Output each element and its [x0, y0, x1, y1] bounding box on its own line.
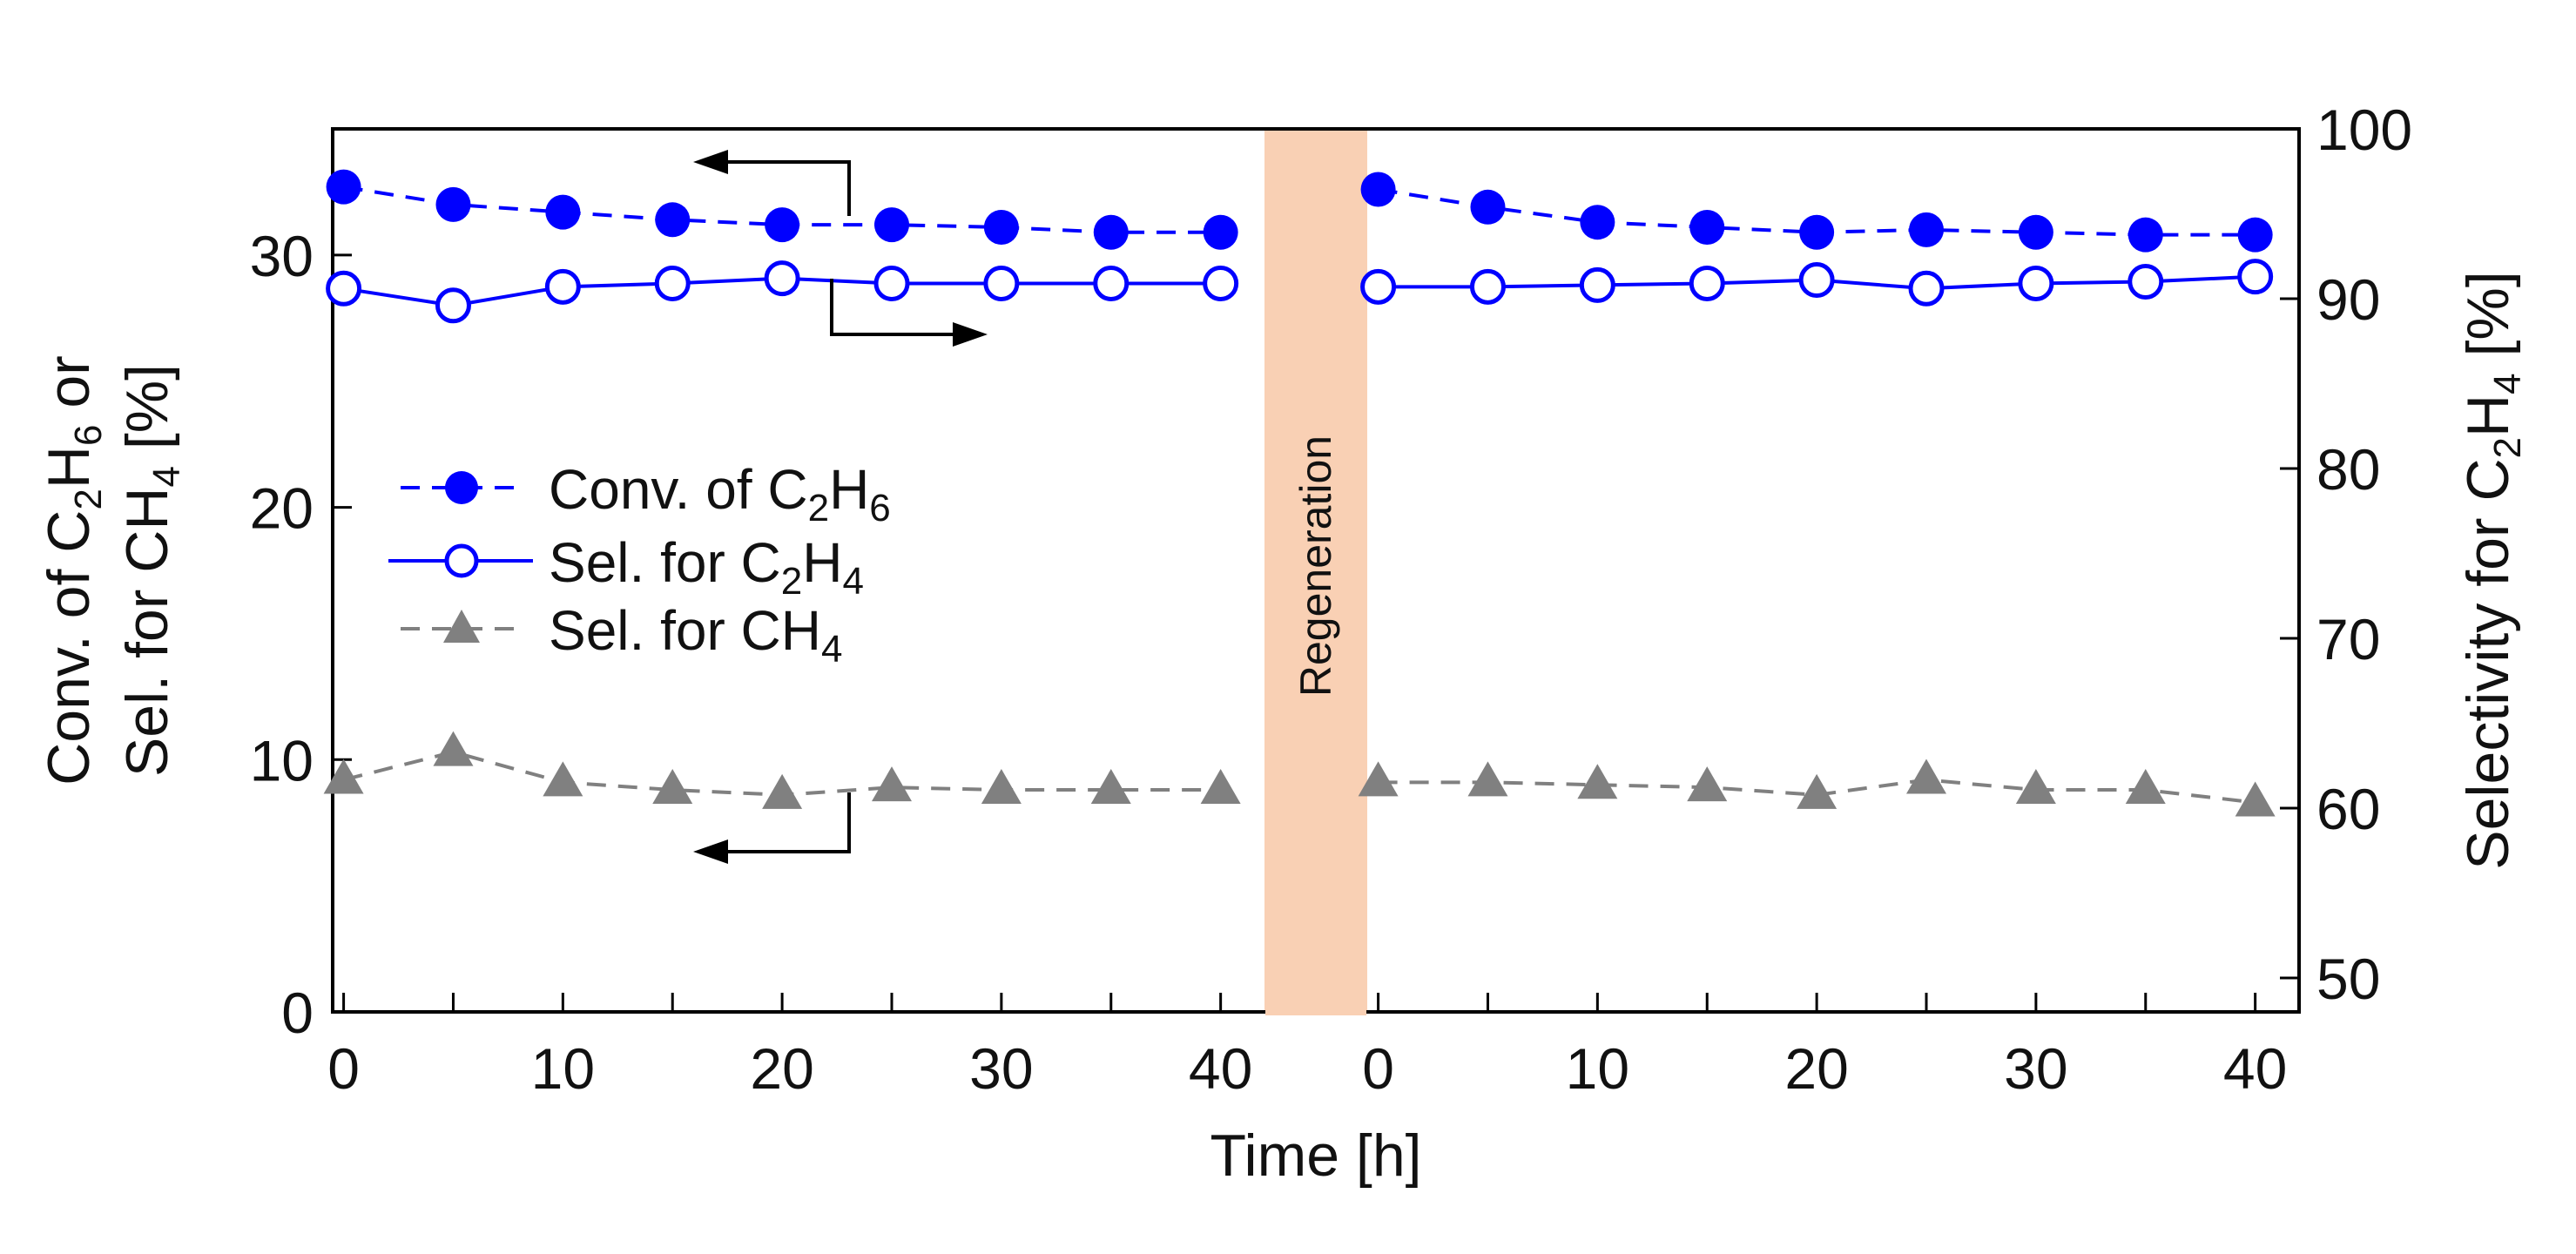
- data-point-conv-of-c2h6: [1909, 212, 1944, 247]
- data-point-conv-of-c2h6: [2018, 214, 2053, 250]
- x-tick-label: 40: [1189, 1036, 1252, 1101]
- legend-label-selectivity-ch4: Sel. for CH4: [549, 599, 842, 671]
- regeneration-band: [1264, 129, 1367, 1012]
- data-point-conv-of-c2h6: [874, 207, 909, 243]
- legend-item-selectivity-c2h4: Sel. for C2H4: [388, 531, 864, 603]
- x-tick-label: 40: [2223, 1036, 2287, 1101]
- data-point-sel-for-c2h4: [544, 268, 581, 305]
- data-point-sel-for-c2h4: [1203, 265, 1239, 301]
- data-point-sel-for-c2h4: [1908, 270, 1945, 307]
- data-point-sel-for-ch4: [323, 758, 364, 794]
- data-point-sel-for-ch4: [543, 761, 583, 797]
- legend-marker-triangle: [443, 610, 480, 643]
- data-point-sel-for-c2h4: [2128, 264, 2164, 300]
- x-tick-label: 30: [2004, 1036, 2067, 1101]
- data-point-sel-for-c2h4: [1579, 266, 1615, 303]
- ticks: 0 10 20 30 40 0 10 20 30 40 0 10 20 30 50 60 70 80 90 100: [250, 98, 2413, 1101]
- data-point-sel-for-ch4: [1358, 761, 1399, 797]
- data-point-sel-for-c2h4: [2018, 265, 2054, 301]
- data-point-sel-for-ch4: [1200, 769, 1241, 805]
- x-tick-label: 20: [1784, 1036, 1848, 1101]
- right-y-tick-label: 60: [2316, 777, 2380, 841]
- data-point-sel-for-c2h4: [1798, 262, 1835, 299]
- data-point-conv-of-c2h6: [1470, 189, 1506, 225]
- data-point-sel-for-c2h4: [326, 270, 362, 307]
- series-line-sel-for-ch4: [1378, 778, 2256, 805]
- x-tick-label: 10: [1566, 1036, 1629, 1101]
- right-y-tick-label: 80: [2316, 437, 2380, 502]
- regeneration-label: Regeneration: [1291, 435, 1340, 697]
- data-point-sel-for-ch4: [872, 766, 912, 802]
- legend-item-conversion-c2h6: Conv. of C2H6: [401, 458, 891, 529]
- data-point-sel-for-ch4: [762, 773, 803, 809]
- data-point-conv-of-c2h6: [655, 202, 691, 238]
- data-point-conv-of-c2h6: [1093, 214, 1129, 250]
- data-point-sel-for-c2h4: [1689, 265, 1725, 301]
- data-point-sel-for-c2h4: [654, 265, 691, 301]
- arrow-sel-c2h4-to-right-axis: [830, 279, 988, 347]
- data-point-conv-of-c2h6: [1580, 205, 1615, 240]
- data-point-sel-for-c2h4: [435, 287, 471, 324]
- legend-label-conversion-c2h6: Conv. of C2H6: [549, 458, 891, 529]
- legend-label-selectivity-c2h4: Sel. for C2H4: [549, 531, 864, 603]
- data-point-sel-for-c2h4: [983, 265, 1020, 301]
- data-point-sel-for-c2h4: [873, 265, 910, 301]
- arrow-conversion-to-left-axis: [693, 150, 851, 216]
- data-point-sel-for-c2h4: [1469, 268, 1506, 305]
- left-axis-title: Conv. of C2H6 or Sel. for CH4 [%]: [36, 355, 188, 785]
- data-point-sel-for-ch4: [652, 769, 693, 805]
- data-point-sel-for-ch4: [981, 769, 1022, 805]
- data-point-sel-for-c2h4: [764, 260, 800, 297]
- arrow-sel-ch4-to-left-axis: [693, 792, 851, 864]
- data-point-sel-for-ch4: [1090, 769, 1131, 805]
- regeneration-gap-mask: [1265, 1001, 1366, 1015]
- data-point-conv-of-c2h6: [435, 186, 471, 222]
- data-point-sel-for-ch4: [2125, 769, 2166, 805]
- x-tick-label: 20: [750, 1036, 813, 1101]
- data-point-sel-for-ch4: [2015, 769, 2056, 805]
- legend: Conv. of C2H6 Sel. for C2H4 Sel. for CH4: [388, 458, 891, 671]
- left-axis-title-line2: Sel. for CH4 [%]: [114, 364, 188, 777]
- data-point-conv-of-c2h6: [2128, 217, 2163, 253]
- right-y-tick-label: 50: [2316, 947, 2380, 1011]
- data-point-conv-of-c2h6: [1689, 209, 1725, 245]
- data-point-conv-of-c2h6: [765, 207, 800, 243]
- data-point-conv-of-c2h6: [545, 194, 581, 230]
- data-point-sel-for-ch4: [1797, 773, 1838, 809]
- x-tick-label: 0: [1362, 1036, 1394, 1101]
- data-point-sel-for-c2h4: [1093, 265, 1130, 301]
- data-point-sel-for-ch4: [1467, 761, 1508, 797]
- right-y-tick-label: 90: [2316, 267, 2380, 332]
- data-point-conv-of-c2h6: [326, 169, 361, 205]
- data-point-sel-for-ch4: [1906, 758, 1946, 794]
- right-y-tick-label: 100: [2316, 98, 2412, 162]
- legend-marker-filled-circle: [445, 471, 478, 504]
- left-y-tick-label: 30: [250, 224, 314, 288]
- data-point-conv-of-c2h6: [983, 209, 1019, 245]
- legend-marker-open-circle: [444, 543, 479, 578]
- markers: [323, 169, 2276, 817]
- right-axis-title: Selectivity for C2H4 [%]: [2455, 271, 2529, 870]
- data-point-sel-for-ch4: [433, 731, 474, 766]
- left-axis-title-line1: Conv. of C2H6 or: [36, 355, 110, 785]
- data-point-conv-of-c2h6: [1799, 214, 1835, 250]
- data-point-sel-for-ch4: [1577, 764, 1618, 799]
- x-tick-label: 0: [327, 1036, 360, 1101]
- data-point-sel-for-c2h4: [1360, 268, 1397, 305]
- data-point-conv-of-c2h6: [1360, 172, 1396, 207]
- data-point-conv-of-c2h6: [1203, 214, 1238, 250]
- data-point-sel-for-ch4: [1687, 766, 1728, 802]
- data-point-conv-of-c2h6: [2237, 217, 2273, 253]
- left-y-tick-label: 0: [281, 981, 314, 1045]
- right-y-tick-label: 70: [2316, 607, 2380, 671]
- x-axis-title: Time [h]: [1210, 1123, 1421, 1189]
- data-point-sel-for-ch4: [2235, 781, 2276, 817]
- x-tick-label: 10: [531, 1036, 595, 1101]
- left-y-tick-label: 10: [250, 728, 314, 792]
- x-tick-label: 30: [969, 1036, 1033, 1101]
- legend-item-selectivity-ch4: Sel. for CH4: [401, 599, 842, 671]
- data-point-sel-for-c2h4: [2237, 259, 2274, 295]
- left-y-tick-label: 20: [250, 476, 314, 541]
